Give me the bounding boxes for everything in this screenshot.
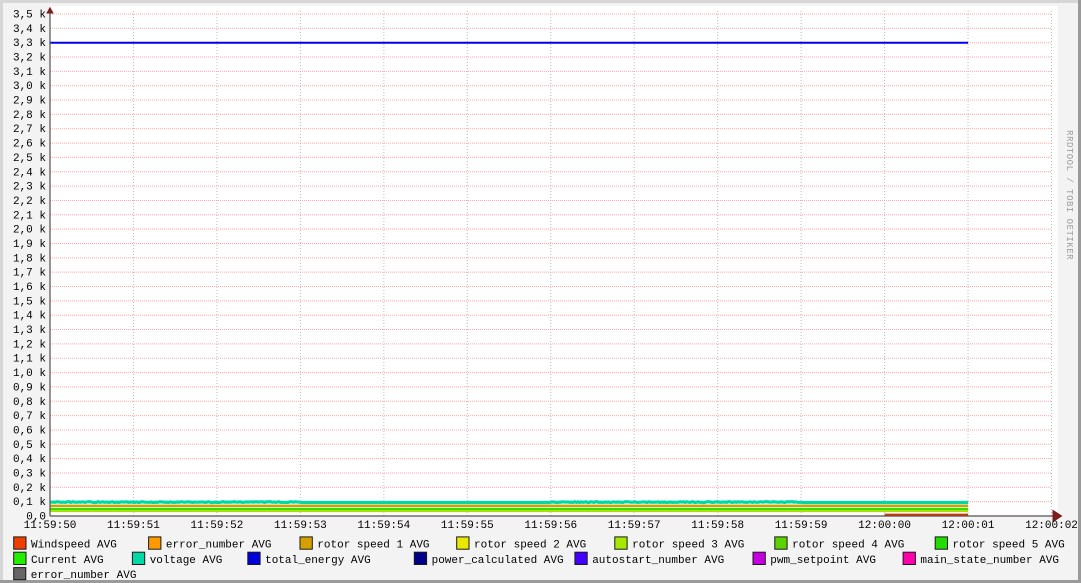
svg-text:0,1 k: 0,1 k [13,497,46,509]
svg-text:error_number AVG: error_number AVG [166,540,272,552]
svg-text:3,1 k: 3,1 k [13,67,46,79]
svg-text:0,9 k: 0,9 k [13,382,46,394]
svg-text:2,0 k: 2,0 k [13,225,46,237]
svg-text:pwm_setpoint AVG: pwm_setpoint AVG [770,555,876,567]
svg-text:11:59:50: 11:59:50 [24,520,77,532]
svg-text:1,9 k: 1,9 k [13,239,46,251]
svg-text:0,3 k: 0,3 k [13,468,46,480]
svg-text:11:59:56: 11:59:56 [524,520,577,532]
svg-text:1,4 k: 1,4 k [13,311,46,323]
svg-text:main_state_number AVG: main_state_number AVG [920,555,1059,567]
svg-text:2,6 k: 2,6 k [13,139,46,151]
svg-text:11:59:59: 11:59:59 [775,520,828,532]
svg-text:0,4 k: 0,4 k [13,454,46,466]
svg-text:2,9 k: 2,9 k [13,96,46,108]
svg-text:1,2 k: 1,2 k [13,339,46,351]
svg-text:voltage AVG: voltage AVG [150,555,223,567]
svg-text:power_calculated AVG: power_calculated AVG [432,555,564,567]
svg-text:1,6 k: 1,6 k [13,282,46,294]
svg-text:3,4 k: 3,4 k [13,24,46,36]
svg-text:1,0 k: 1,0 k [13,368,46,380]
svg-text:autostart_number AVG: autostart_number AVG [592,555,724,567]
svg-text:total_energy AVG: total_energy AVG [265,555,371,567]
svg-text:3,3 k: 3,3 k [13,38,46,50]
svg-text:12:00:02: 12:00:02 [1025,520,1078,532]
svg-text:0,6 k: 0,6 k [13,425,46,437]
svg-text:error_number AVG: error_number AVG [31,570,137,582]
svg-text:2,5 k: 2,5 k [13,153,46,165]
svg-text:2,1 k: 2,1 k [13,210,46,222]
svg-text:rotor speed 4 AVG: rotor speed 4 AVG [792,540,904,552]
svg-text:11:59:54: 11:59:54 [357,520,410,532]
svg-text:1,3 k: 1,3 k [13,325,46,337]
svg-text:2,4 k: 2,4 k [13,167,46,179]
svg-text:11:59:53: 11:59:53 [274,520,327,532]
svg-text:2,8 k: 2,8 k [13,110,46,122]
svg-text:11:59:55: 11:59:55 [441,520,494,532]
svg-text:11:59:52: 11:59:52 [191,520,244,532]
svg-text:2,3 k: 2,3 k [13,182,46,194]
svg-text:0,7 k: 0,7 k [13,411,46,423]
svg-text:12:00:00: 12:00:00 [858,520,911,532]
svg-text:rotor speed 5 AVG: rotor speed 5 AVG [953,540,1065,552]
svg-text:11:59:58: 11:59:58 [691,520,744,532]
svg-text:Windspeed AVG: Windspeed AVG [31,540,117,552]
svg-text:11:59:51: 11:59:51 [107,520,160,532]
svg-text:0,8 k: 0,8 k [13,397,46,409]
svg-text:Current AVG: Current AVG [31,555,104,567]
svg-text:0,5 k: 0,5 k [13,440,46,452]
svg-text:1,7 k: 1,7 k [13,268,46,280]
svg-text:3,2 k: 3,2 k [13,53,46,65]
svg-text:0,2 k: 0,2 k [13,483,46,495]
svg-text:2,2 k: 2,2 k [13,196,46,208]
svg-text:2,7 k: 2,7 k [13,124,46,136]
svg-text:1,5 k: 1,5 k [13,296,46,308]
svg-text:1,8 k: 1,8 k [13,253,46,265]
svg-text:3,0 k: 3,0 k [13,81,46,93]
svg-text:rotor speed 2 AVG: rotor speed 2 AVG [474,540,586,552]
svg-text:1,1 k: 1,1 k [13,354,46,366]
svg-text:rotor speed 1 AVG: rotor speed 1 AVG [317,540,429,552]
svg-text:11:59:57: 11:59:57 [608,520,661,532]
svg-text:3,5 k: 3,5 k [13,10,46,22]
svg-text:12:00:01: 12:00:01 [942,520,995,532]
svg-text:RRDTOOL / TOBI OETIKER: RRDTOOL / TOBI OETIKER [1064,130,1074,260]
svg-text:rotor speed 3 AVG: rotor speed 3 AVG [632,540,744,552]
